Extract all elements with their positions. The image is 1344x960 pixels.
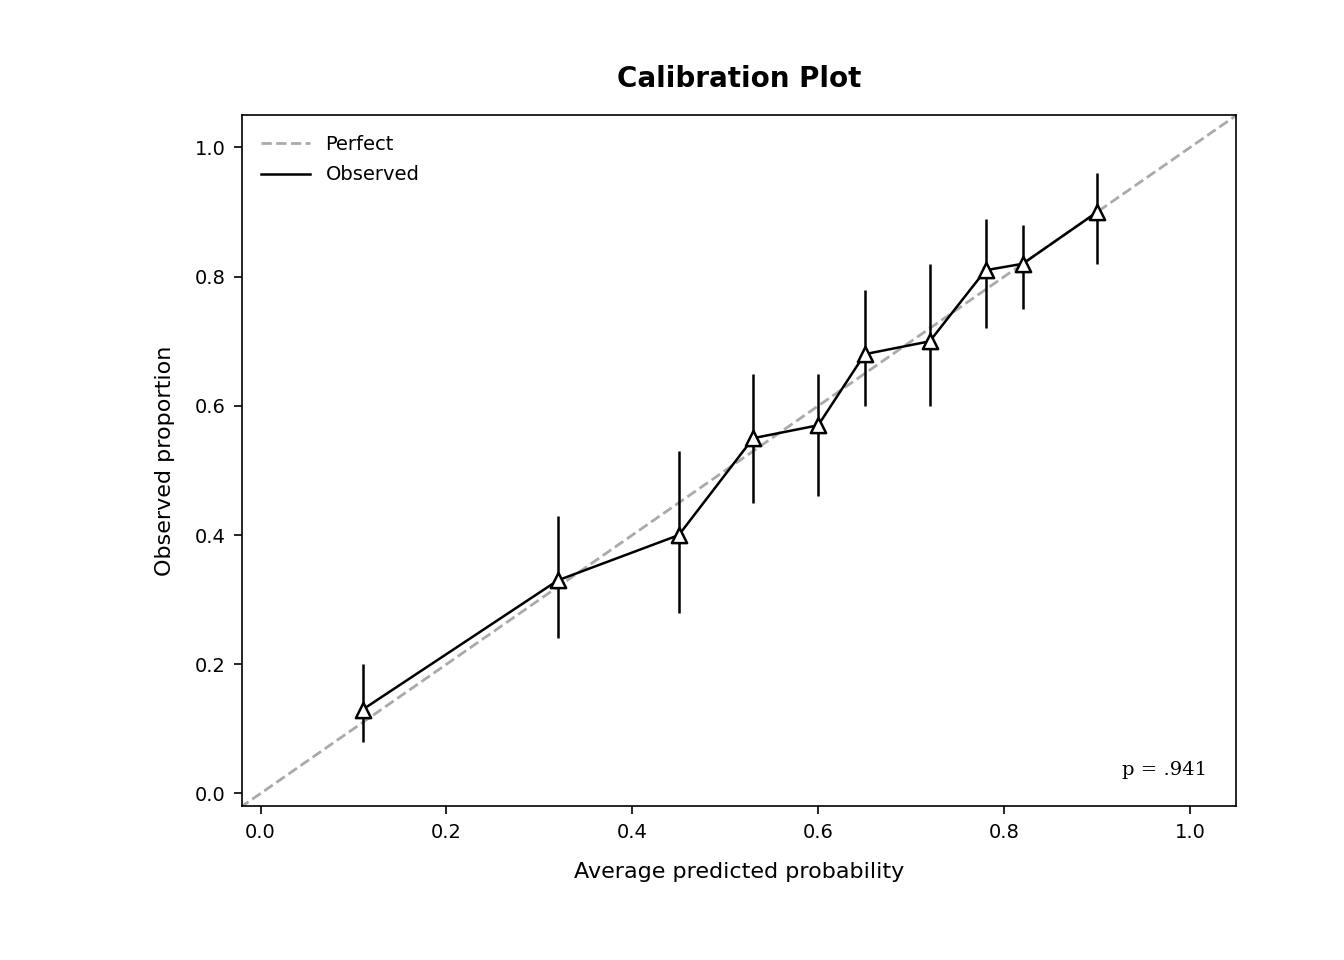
Point	[919, 334, 941, 349]
Point	[547, 572, 569, 588]
Point	[668, 527, 689, 542]
Observed	[977, 264, 993, 276]
Point	[742, 430, 763, 445]
Title: Calibration Plot: Calibration Plot	[617, 65, 862, 93]
Point	[1086, 204, 1107, 220]
Text: p = .941: p = .941	[1122, 760, 1207, 779]
Point	[808, 418, 829, 433]
Observed	[1089, 206, 1105, 218]
Observed	[671, 529, 687, 540]
Legend: Perfect, Observed: Perfect, Observed	[251, 125, 429, 194]
Observed	[550, 574, 566, 586]
Line: Observed: Observed	[363, 212, 1097, 709]
Observed	[922, 336, 938, 348]
Observed	[856, 348, 872, 360]
Point	[974, 262, 996, 277]
X-axis label: Average predicted probability: Average predicted probability	[574, 861, 905, 881]
Point	[1012, 256, 1034, 272]
Observed	[1015, 258, 1031, 270]
Observed	[745, 432, 761, 444]
Y-axis label: Observed proportion: Observed proportion	[155, 346, 175, 576]
Point	[352, 702, 374, 717]
Observed	[355, 704, 371, 715]
Point	[853, 347, 875, 362]
Observed	[810, 420, 827, 431]
